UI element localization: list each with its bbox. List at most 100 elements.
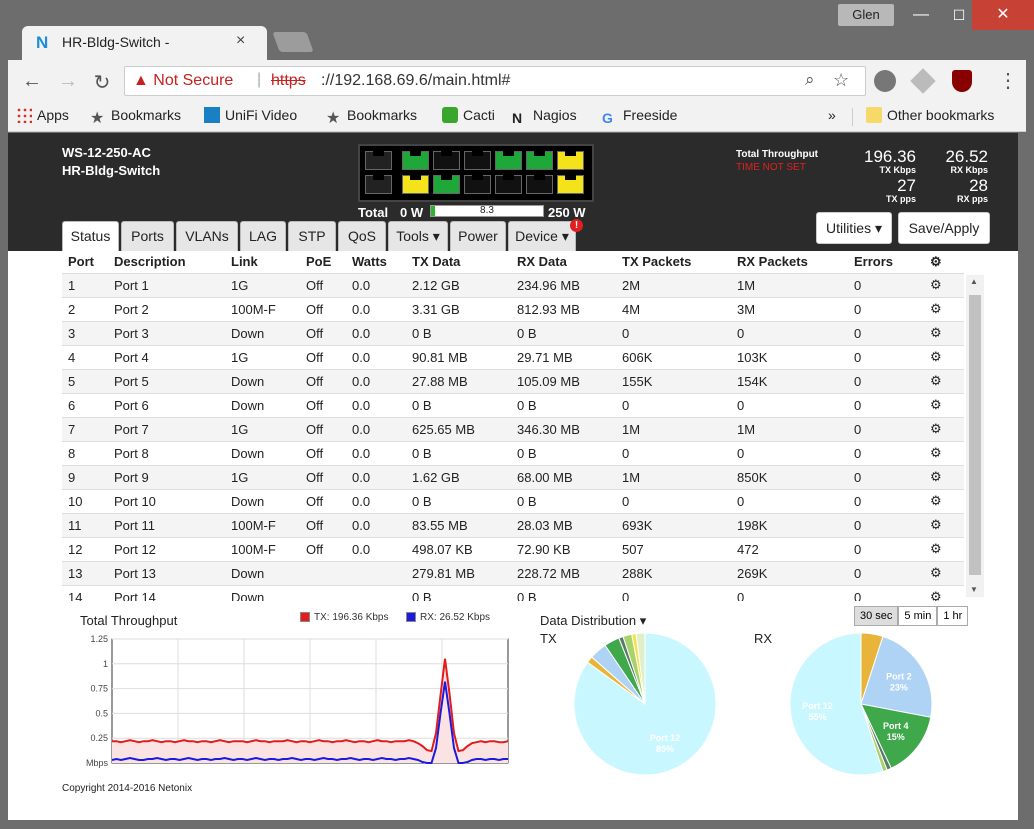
port-settings-gear-icon[interactable]: ⚙ (924, 392, 964, 417)
port-settings-gear-icon[interactable]: ⚙ (924, 464, 964, 489)
reload-icon[interactable]: ↻ (93, 72, 111, 94)
port-settings-gear-icon[interactable]: ⚙ (924, 320, 964, 345)
col-header[interactable]: Link (231, 254, 258, 270)
zoom-icon[interactable]: ⌕ (805, 70, 815, 89)
port-led-4[interactable] (495, 151, 522, 170)
table-scrollbar[interactable]: ▲ ▼ (966, 275, 984, 597)
port-settings-gear-icon[interactable]: ⚙ (924, 560, 964, 585)
col-header[interactable]: Errors (854, 254, 894, 270)
port-led-1[interactable] (402, 151, 429, 170)
back-icon[interactable]: ← (22, 70, 42, 92)
table-row[interactable]: 2 Port 2 100M-F Off 0.0 3.31 GB 812.93 MB 4M 3M 0… (62, 296, 964, 321)
maximize-button[interactable]: ☐ (952, 7, 966, 23)
tab-tools[interactable]: Tools ▾ (388, 221, 448, 251)
port-led-8[interactable] (402, 175, 429, 194)
other-bookmarks-folder[interactable]: Other bookmarks (866, 107, 994, 123)
utilities-button[interactable]: Utilities ▾ (816, 212, 892, 244)
port-settings-gear-icon[interactable]: ⚙ (924, 416, 964, 441)
port-settings-gear-icon[interactable]: ⚙ (924, 272, 964, 297)
col-header[interactable]: RX Packets (737, 254, 808, 270)
not-secure-indicator[interactable]: ▲ Not Secure (133, 72, 234, 89)
tab-ports[interactable]: Ports (121, 221, 174, 251)
table-row[interactable]: 4 Port 4 1G Off 0.0 90.81 MB 29.71 MB 606K 103K 0… (62, 344, 964, 369)
port-led-11[interactable] (495, 175, 522, 194)
range-button-0[interactable]: 30 sec (854, 606, 899, 626)
browser-tab[interactable]: N HR-Bldg-Switch - × (22, 26, 267, 60)
film-extension-icon[interactable] (874, 70, 896, 92)
address-bar[interactable]: ▲ Not Secure | https ://192.168.69.6/mai… (124, 66, 866, 96)
forward-icon[interactable]: → (58, 70, 78, 92)
table-row[interactable]: 12 Port 12 100M-F Off 0.0 498.07 KB 72.90 KB 50… (62, 536, 964, 561)
port-led-5[interactable] (526, 151, 553, 170)
tab-status[interactable]: Status (62, 221, 119, 252)
table-row[interactable]: 5 Port 5 Down Off 0.0 27.88 MB 105.09 MB 155K 15… (62, 368, 964, 393)
tab-qos[interactable]: QoS (338, 221, 386, 251)
bookmark-5[interactable]: N Nagios (512, 107, 577, 126)
ublock-extension-icon[interactable] (952, 70, 972, 92)
port-settings-gear-icon[interactable]: ⚙ (924, 512, 964, 537)
scroll-up-icon[interactable]: ▲ (970, 277, 978, 286)
table-row[interactable]: 11 Port 11 100M-F Off 0.0 83.55 MB 28.03 MB 693… (62, 512, 964, 537)
col-header[interactable]: Description (114, 254, 186, 270)
ghostery-extension-icon[interactable] (910, 68, 936, 94)
bookmark-star-icon[interactable]: ☆ (833, 70, 850, 90)
port-settings-gear-icon[interactable]: ⚙ (924, 344, 964, 369)
save-apply-button[interactable]: Save/Apply (898, 212, 990, 244)
scrollbar-thumb[interactable] (969, 295, 981, 575)
table-row[interactable]: 1 Port 1 1G Off 0.0 2.12 GB 234.96 MB 2M 1M 0 ⚙ (62, 272, 964, 297)
col-header[interactable]: TX Packets (622, 254, 692, 270)
scroll-down-icon[interactable]: ▼ (970, 585, 978, 594)
port-settings-gear-icon[interactable]: ⚙ (924, 536, 964, 561)
port-settings-gear-icon[interactable]: ⚙ (924, 368, 964, 393)
tab-vlans[interactable]: VLANs (176, 221, 238, 251)
new-tab-button[interactable] (272, 32, 314, 52)
profile-button[interactable]: Glen (838, 4, 894, 26)
table-row[interactable]: 13 Port 13 Down 279.81 MB 228.72 MB 288K 269K 0… (62, 560, 964, 585)
port-led-13[interactable] (557, 175, 584, 194)
table-cell: 68.00 MB (511, 464, 616, 489)
tab-device[interactable]: Device ▾ (508, 221, 576, 251)
port-led-2[interactable] (433, 151, 460, 170)
port-led-3[interactable] (464, 151, 491, 170)
col-header[interactable]: PoE (306, 254, 332, 270)
col-header[interactable]: TX Data (412, 254, 461, 270)
tab-lag[interactable]: LAG (240, 221, 286, 251)
port-settings-gear-icon[interactable]: ⚙ (924, 584, 964, 601)
close-window-button[interactable]: ✕ (972, 0, 1034, 30)
bookmark-0[interactable]: Apps (16, 107, 69, 123)
col-header[interactable]: Port (68, 254, 94, 270)
port-led-9[interactable] (433, 175, 460, 194)
data-distribution-dropdown[interactable]: Data Distribution ▾ (540, 613, 647, 628)
bookmark-2[interactable]: UniFi Video (204, 107, 297, 123)
col-header[interactable]: Watts (352, 254, 387, 270)
table-row[interactable]: 7 Port 7 1G Off 0.0 625.65 MB 346.30 MB 1M 1M 0 ⚙ (62, 416, 964, 441)
bookmark-1[interactable]: ★ Bookmarks (90, 107, 181, 127)
col-header[interactable]: RX Data (517, 254, 567, 270)
port-settings-gear-icon[interactable]: ⚙ (924, 488, 964, 513)
bookmark-3[interactable]: ★ Bookmarks (326, 107, 417, 127)
range-button-1[interactable]: 5 min (898, 606, 938, 626)
port-settings-gear-icon[interactable]: ⚙ (924, 296, 964, 321)
more-bookmarks-button[interactable]: » (828, 107, 836, 123)
chrome-menu-icon[interactable]: ⋮ (998, 70, 1018, 92)
table-row[interactable]: 9 Port 9 1G Off 0.0 1.62 GB 68.00 MB 1M 850K 0 ⚙ (62, 464, 964, 489)
port-led-7[interactable] (365, 175, 392, 194)
range-button-2[interactable]: 1 hr (937, 606, 969, 626)
bookmark-4[interactable]: Cacti (442, 107, 495, 123)
bookmark-6[interactable]: G Freeside (602, 107, 677, 126)
port-led-10[interactable] (464, 175, 491, 194)
tab-stp[interactable]: STP (288, 221, 336, 251)
port-led-12[interactable] (526, 175, 553, 194)
tab-close-icon[interactable]: × (236, 32, 246, 49)
minimize-button[interactable]: — (913, 6, 929, 23)
port-led-0[interactable] (365, 151, 392, 170)
port-led-6[interactable] (557, 151, 584, 170)
table-settings-gear-icon[interactable]: ⚙ (930, 253, 942, 269)
port-settings-gear-icon[interactable]: ⚙ (924, 440, 964, 465)
tab-power[interactable]: Power (450, 221, 506, 251)
